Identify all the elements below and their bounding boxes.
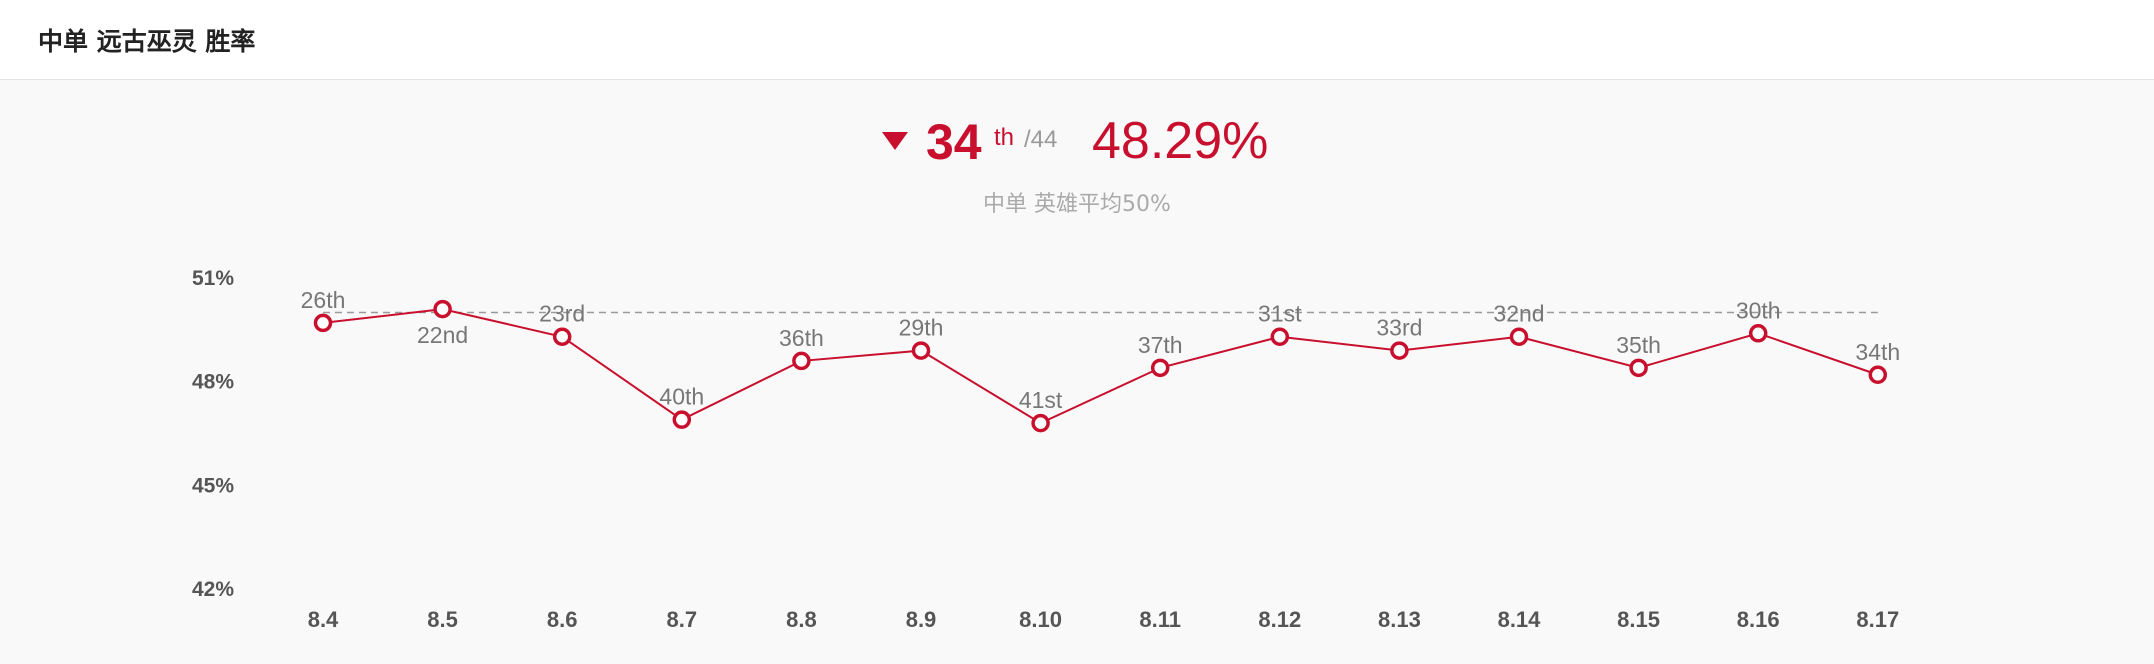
point-rank-label: 29th: [899, 315, 944, 341]
point-rank-label: 26th: [301, 287, 346, 313]
x-tick-label: 8.11: [1139, 607, 1181, 632]
data-point: [313, 313, 333, 333]
point-rank-label: 37th: [1138, 332, 1183, 358]
x-tick-label: 8.16: [1737, 607, 1780, 632]
x-tick-label: 8.17: [1856, 607, 1899, 632]
x-tick-label: 8.13: [1378, 607, 1421, 632]
rank-summary: 34 th /44 48.29%: [0, 108, 2154, 178]
win-rate-value: 48.29%: [1092, 112, 1269, 170]
chart-title: 中单 远古巫灵 胜率: [38, 27, 256, 56]
x-tick-label: 8.10: [1019, 607, 1062, 632]
y-tick-label: 45%: [192, 474, 234, 497]
y-tick-label: 48%: [192, 371, 234, 394]
point-rank-label: 30th: [1736, 297, 1781, 323]
data-point: [1390, 341, 1409, 360]
x-tick-label: 8.7: [667, 607, 698, 632]
point-rank-label: 31st: [1258, 301, 1302, 327]
rank-suffix: th: [994, 124, 1015, 151]
average-note-text: 中单 英雄平均50%: [983, 192, 1171, 217]
average-note: 中单 英雄平均50%: [0, 186, 2154, 218]
data-point: [792, 351, 811, 371]
point-rank-label: 40th: [659, 384, 704, 410]
data-point: [1748, 324, 1768, 343]
data-point: [1270, 327, 1290, 346]
point-rank-label: 36th: [779, 325, 824, 351]
data-point: [1868, 365, 1888, 385]
point-rank-label: 41st: [1019, 387, 1063, 413]
x-tick-label: 8.6: [547, 607, 578, 632]
point-rank-label: 32nd: [1493, 301, 1544, 327]
x-tick-label: 8.9: [906, 607, 937, 632]
data-point: [433, 299, 452, 319]
x-tick-label: 8.8: [786, 607, 817, 632]
point-rank-label: 35th: [1616, 332, 1661, 358]
point-rank-label: 33rd: [1376, 315, 1422, 341]
chart-header: 中单 远古巫灵 胜率: [0, 0, 2154, 80]
x-tick-label: 8.5: [427, 607, 458, 632]
x-tick-label: 8.14: [1498, 607, 1542, 632]
y-tick-label: 51%: [192, 267, 234, 290]
y-tick-label: 42%: [192, 578, 234, 601]
series-line: [322, 308, 1879, 425]
point-rank-label: 34th: [1855, 339, 1900, 365]
data-point: [911, 341, 931, 360]
x-tick-label: 8.15: [1617, 607, 1660, 632]
rank-total: /44: [1024, 126, 1058, 153]
data-point: [672, 410, 692, 429]
x-tick-label: 8.12: [1258, 607, 1301, 632]
data-point: [1509, 327, 1529, 346]
data-point: [1150, 358, 1170, 378]
data-point: [1031, 413, 1050, 433]
point-rank-label: 23rd: [539, 301, 585, 327]
data-point: [552, 327, 572, 346]
x-tick-label: 8.4: [308, 607, 339, 632]
point-rank-label: 22nd: [417, 322, 468, 348]
down-triangle-icon: [882, 132, 908, 150]
data-point: [1629, 358, 1648, 378]
rank-value: 34: [926, 114, 982, 170]
